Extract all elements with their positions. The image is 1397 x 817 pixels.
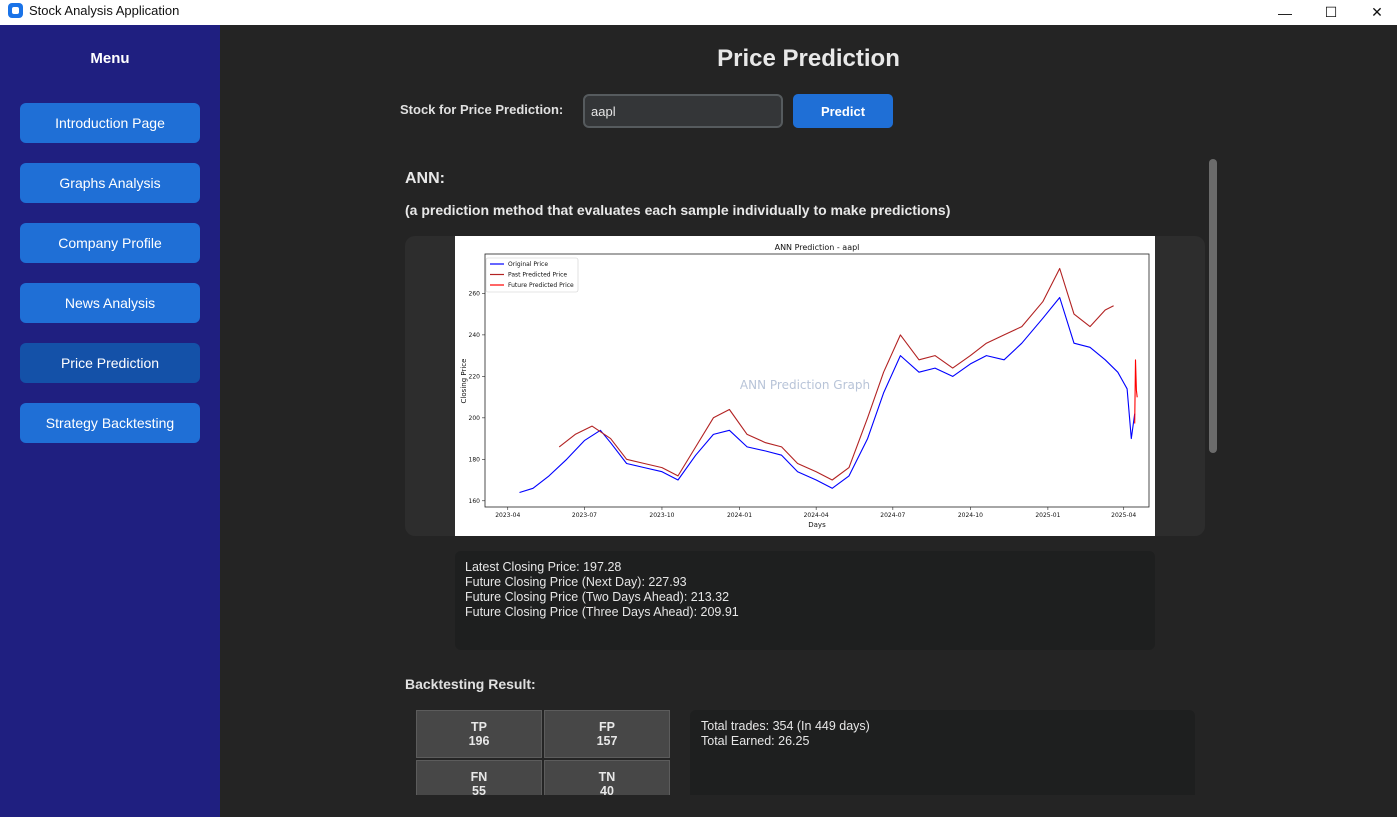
x-tick-label: 2024-04 xyxy=(804,512,829,519)
graph-frame: ANN Prediction - aapl 160 180 200 220 240 260… xyxy=(405,236,1205,536)
fn-label: FN xyxy=(470,770,488,784)
model-description: (a prediction method that evaluates each… xyxy=(405,202,951,218)
x-axis-label: Days xyxy=(808,521,826,529)
total-trades: Total trades: 354 (In 449 days) xyxy=(701,719,870,733)
y-tick-label: 260 xyxy=(469,291,481,298)
nav-price-prediction-button[interactable]: Price Prediction xyxy=(20,343,200,383)
x-tick-label: 2023-04 xyxy=(495,512,520,519)
tp-label: TP xyxy=(471,720,487,734)
x-axis: 2023-04 2023-07 2023-10 2024-01 2024-04 2024-… xyxy=(495,507,1136,519)
nav-company-profile-button[interactable]: Company Profile xyxy=(20,223,200,263)
x-tick-label: 2024-10 xyxy=(958,512,983,519)
confusion-cell-tp: TP 196 xyxy=(416,710,542,758)
confusion-cell-tn: TN 40 xyxy=(544,760,670,795)
backtesting-title: Backtesting Result: xyxy=(405,676,536,692)
tp-value: 196 xyxy=(468,734,490,748)
x-tick-label: 2025-04 xyxy=(1111,512,1136,519)
latest-closing-price: Latest Closing Price: 197.28 xyxy=(465,560,622,574)
nav-news-analysis-button[interactable]: News Analysis xyxy=(20,283,200,323)
future-predicted-price-line xyxy=(1134,359,1138,424)
tn-label: TN xyxy=(598,770,616,784)
trades-summary-box: Total trades: 354 (In 449 days) Total Ea… xyxy=(690,710,1195,795)
confusion-cell-fn: FN 55 xyxy=(416,760,542,795)
plot-area xyxy=(484,253,1150,508)
past-predicted-price-line xyxy=(558,267,1114,481)
stock-label: Stock for Price Prediction: xyxy=(400,102,564,117)
future-price-three-days: Future Closing Price (Three Days Ahead):… xyxy=(465,605,739,619)
series-lines xyxy=(519,267,1138,494)
window-titlebar: Stock Analysis Application — ☐ ✕ xyxy=(0,0,1397,25)
x-tick-label: 2024-07 xyxy=(880,512,905,519)
y-tick-label: 220 xyxy=(469,374,481,381)
window-title: Stock Analysis Application xyxy=(29,3,180,18)
main-content: Price Prediction Stock for Price Predict… xyxy=(220,25,1397,817)
close-button[interactable]: ✕ xyxy=(1371,4,1383,20)
x-tick-label: 2023-10 xyxy=(649,512,674,519)
y-tick-label: 160 xyxy=(469,498,481,505)
page-title: Price Prediction xyxy=(717,45,900,72)
legend-past-label: Past Predicted Price xyxy=(508,272,567,279)
nav-graphs-analysis-button[interactable]: Graphs Analysis xyxy=(20,163,200,203)
y-tick-label: 200 xyxy=(469,415,481,422)
y-tick-label: 240 xyxy=(469,332,481,339)
predict-button[interactable]: Predict xyxy=(793,94,893,128)
y-axis: 160 180 200 220 240 260 xyxy=(469,291,485,505)
prediction-chart: ANN Prediction - aapl 160 180 200 220 240 260… xyxy=(455,236,1155,536)
y-tick-label: 180 xyxy=(469,457,481,464)
original-price-line xyxy=(519,296,1136,494)
stock-input[interactable] xyxy=(583,94,783,128)
fp-label: FP xyxy=(599,720,615,734)
legend-original-label: Original Price xyxy=(508,261,548,268)
chart-title: ANN Prediction - aapl xyxy=(775,243,860,252)
model-title: ANN: xyxy=(405,170,445,187)
minimize-button[interactable]: — xyxy=(1278,4,1292,21)
sidebar: Menu Introduction Page Graphs Analysis C… xyxy=(0,25,220,817)
x-tick-label: 2024-01 xyxy=(727,512,752,519)
nav-introduction-page-button[interactable]: Introduction Page xyxy=(20,103,200,143)
menu-title: Menu xyxy=(90,50,130,67)
x-tick-label: 2023-07 xyxy=(572,512,597,519)
results-scrollbar[interactable] xyxy=(1209,159,1217,453)
results-scroll-area[interactable]: ANN: (a prediction method that evaluates… xyxy=(400,159,1220,795)
legend-box xyxy=(485,257,579,293)
fp-value: 157 xyxy=(596,734,618,748)
total-earned: Total Earned: 26.25 xyxy=(701,734,810,748)
tn-value: 40 xyxy=(600,784,614,795)
nav-strategy-backtesting-button[interactable]: Strategy Backtesting xyxy=(20,403,200,443)
chart-legend: Original Price Past Predicted Price Futu… xyxy=(485,257,579,293)
future-price-next-day: Future Closing Price (Next Day): 227.93 xyxy=(465,575,687,589)
prediction-results-box: Latest Closing Price: 197.28 Future Clos… xyxy=(455,551,1155,650)
confusion-cell-fp: FP 157 xyxy=(544,710,670,758)
app-icon xyxy=(8,3,23,18)
chart-watermark: ANN Prediction Graph xyxy=(740,378,870,392)
legend-future-label: Future Predicted Price xyxy=(508,282,574,289)
fn-value: 55 xyxy=(472,784,486,795)
maximize-button[interactable]: ☐ xyxy=(1324,4,1338,20)
y-axis-label: Closing Price xyxy=(460,359,468,404)
prediction-chart-svg: ANN Prediction - aapl 160 180 200 220 240 260… xyxy=(460,243,1150,529)
future-price-two-days: Future Closing Price (Two Days Ahead): 2… xyxy=(465,590,730,604)
x-tick-label: 2025-01 xyxy=(1035,512,1060,519)
